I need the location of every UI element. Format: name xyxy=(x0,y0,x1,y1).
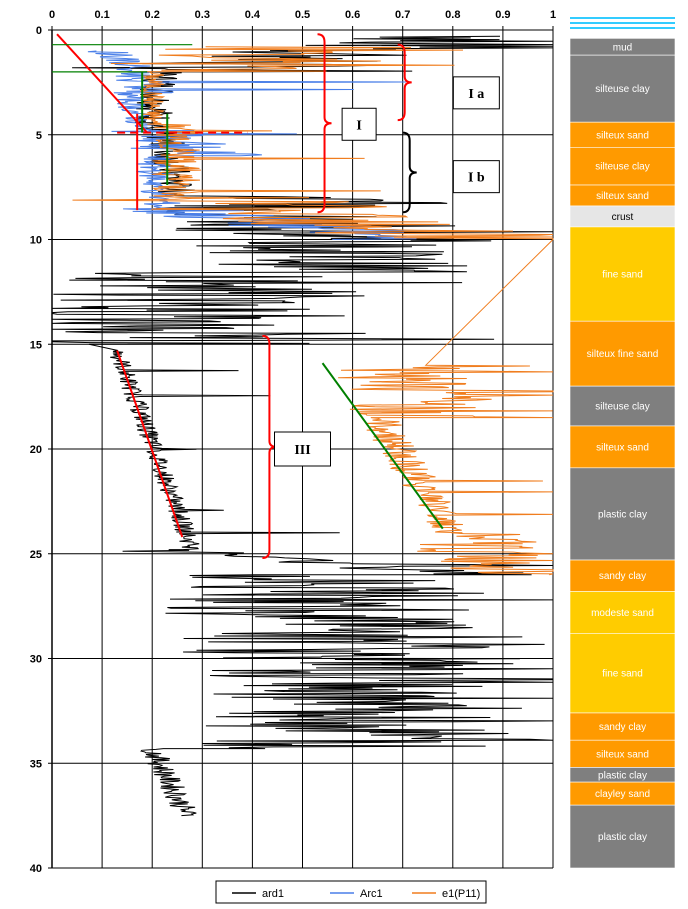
layer-label: silteux sand xyxy=(596,130,649,141)
layer-label: plastic clay xyxy=(598,832,647,843)
legend-box xyxy=(215,880,487,904)
y-tick-label: 15 xyxy=(30,339,42,351)
brace-Ia xyxy=(397,43,412,122)
layer-label: crust xyxy=(612,212,634,223)
layer-block xyxy=(569,467,676,561)
label-Ia: I a xyxy=(468,87,484,102)
x-tick-label: 0.1 xyxy=(94,9,109,21)
series-group xyxy=(51,35,554,817)
x-tick-label: 0.5 xyxy=(295,9,310,21)
y-tick-label: 20 xyxy=(30,444,42,456)
legend-label: e1(P11) xyxy=(442,888,480,900)
x-tick-label: 0.3 xyxy=(195,9,210,21)
layer-block xyxy=(569,147,676,186)
layer-block xyxy=(569,804,676,869)
x-tick-label: 0.6 xyxy=(345,9,360,21)
legend-label: ard1 xyxy=(262,888,284,900)
y-tick-label: 0 xyxy=(36,25,42,37)
x-tick-label: 0.9 xyxy=(495,9,510,21)
x-tick-label: 0.7 xyxy=(395,9,410,21)
y-tick-label: 5 xyxy=(36,130,42,142)
y-tick-label: 10 xyxy=(30,235,42,247)
trend-line xyxy=(56,33,148,134)
layer-label: silteux sand xyxy=(596,442,649,453)
y-tick-label: 30 xyxy=(30,654,42,666)
layer-label: plastic clay xyxy=(598,770,647,781)
layer-block xyxy=(569,591,676,634)
layer-block xyxy=(569,385,676,427)
label-Ia-box xyxy=(452,76,500,110)
brace-I xyxy=(317,33,332,214)
brace-Ib xyxy=(402,131,417,214)
label-III: III xyxy=(294,443,310,458)
layer-label: clayley sand xyxy=(595,789,650,800)
label-Ib-box xyxy=(452,160,500,194)
x-tick-label: 0.2 xyxy=(145,9,160,21)
label-III-box xyxy=(274,431,331,467)
annotations-group: I I a I b III xyxy=(52,33,500,559)
y-tick-label: 35 xyxy=(30,758,42,770)
layer-label: fine sand xyxy=(602,270,643,281)
layer-label: silteux fine sand xyxy=(587,349,659,360)
x-tick-label: 0.4 xyxy=(245,9,261,21)
layer-label: silteuse clay xyxy=(595,162,649,173)
layer-label: sandy clay xyxy=(599,722,646,733)
x-tick-label: 0 xyxy=(49,9,55,21)
trend-line xyxy=(321,362,444,530)
layer-block xyxy=(569,121,676,148)
label-I-box xyxy=(341,107,377,141)
layer-label: mud xyxy=(613,42,632,53)
legend-label: Arc1 xyxy=(360,888,383,900)
layer-block xyxy=(569,226,676,322)
layer-label: sandy clay xyxy=(599,571,646,582)
layer-block xyxy=(569,54,676,123)
layer-block xyxy=(569,633,676,714)
x-tick-label: 1 xyxy=(550,9,556,21)
x-tick-label: 0.8 xyxy=(445,9,460,21)
label-I: I xyxy=(356,118,361,133)
label-Ib: I b xyxy=(468,171,485,186)
layer-label: silteux sand xyxy=(596,191,649,202)
layer-label: silteux sand xyxy=(596,749,649,760)
layer-label: silteuse clay xyxy=(595,84,649,95)
layer-label: fine sand xyxy=(602,669,643,680)
trend-line xyxy=(116,350,184,538)
y-tick-label: 40 xyxy=(30,863,42,875)
y-tick-label: 25 xyxy=(30,549,42,561)
layer-block xyxy=(569,425,676,469)
legend: ard1 Arc1 e1(P11) xyxy=(215,880,487,904)
stratigraphic-column: mud silteuse clay silteux sand silteuse cla… xyxy=(569,17,676,869)
layer-label: modeste sand xyxy=(591,608,654,619)
layer-block xyxy=(569,712,676,741)
layer-label: plastic clay xyxy=(598,509,647,520)
layer-label: silteuse clay xyxy=(595,402,649,413)
series-e1-p11 xyxy=(72,46,554,576)
